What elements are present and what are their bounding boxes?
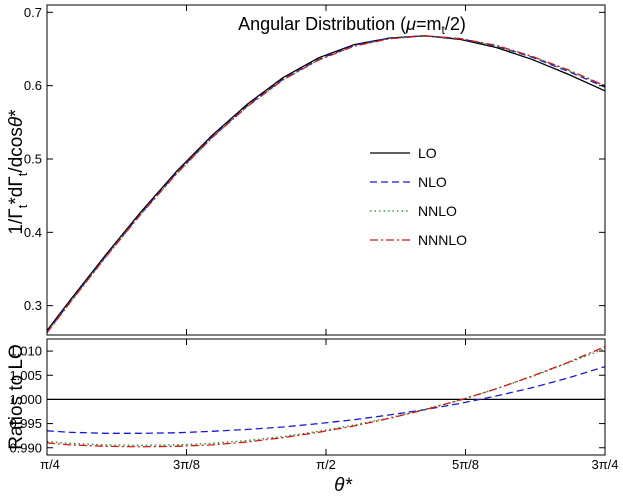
legend: LO NLO NNLO NNNLO [370,145,467,248]
main-curves-group [46,35,606,334]
ratio-series-nlo-line [46,365,606,434]
main-y-tick-label: 0.5 [24,152,42,167]
x-tick-label: π/2 [316,457,336,472]
x-tick-label: 3π/8 [173,457,200,472]
legend-label-nnnlo: NNNLO [418,232,467,248]
main-plot-frame [46,4,606,336]
x-tick-label: 5π/8 [452,457,479,472]
ratio-y-tick-label: 1.010 [9,344,42,359]
chart-title: Angular Distribution (μ=mt/2) [238,14,466,37]
ratio-y-tick-label: 1.005 [9,368,42,383]
ratio-y-axis-title: Ratios to LO [6,344,27,450]
ratio-plot-frame [46,338,606,456]
x-axis-title: θ* [334,475,352,496]
ratio-axes-group: 0.990 0.995 1.000 1.005 1.010 [9,339,606,455]
main-y-tick-label: 0.6 [24,78,42,93]
main-plot-panel: 0.3 0.4 0.5 0.6 0.7 Angular Distribution (μ=… [6,4,606,336]
legend-label-nlo: NLO [418,174,447,190]
ratio-series-nnnlo-line [46,346,606,448]
ratio-plot-panel: 0.990 0.995 1.000 1.005 1.010 Ratios to LO [6,338,606,456]
main-series-nnlo-line [46,35,606,334]
ratio-curves-group [46,346,606,448]
main-series-nlo-line [46,35,606,333]
legend-label-lo: LO [418,145,437,161]
x-tick-label: 3π/4 [591,457,618,472]
main-series-nnnlo-line [46,35,606,334]
x-axis-group: π/4 3π/8 π/2 5π/8 3π/4 [40,457,618,472]
main-axes-group: 0.3 0.4 0.5 0.6 0.7 [24,5,606,335]
ratio-y-tick-label: 1.000 [9,392,42,407]
main-y-tick-label: 0.4 [24,225,42,240]
ratio-series-nnlo-line [46,348,606,446]
main-series-lo-line [46,35,606,331]
ratio-y-tick-label: 0.990 [9,440,42,455]
ratio-y-tick-label: 0.995 [9,416,42,431]
main-y-tick-label: 0.3 [24,298,42,313]
main-y-tick-label: 0.7 [24,5,42,20]
legend-label-nnlo: NNLO [418,203,457,219]
main-y-axis-title: 1/Γt*dΓt/dcosθ* [6,109,30,235]
x-tick-label: π/4 [40,457,60,472]
